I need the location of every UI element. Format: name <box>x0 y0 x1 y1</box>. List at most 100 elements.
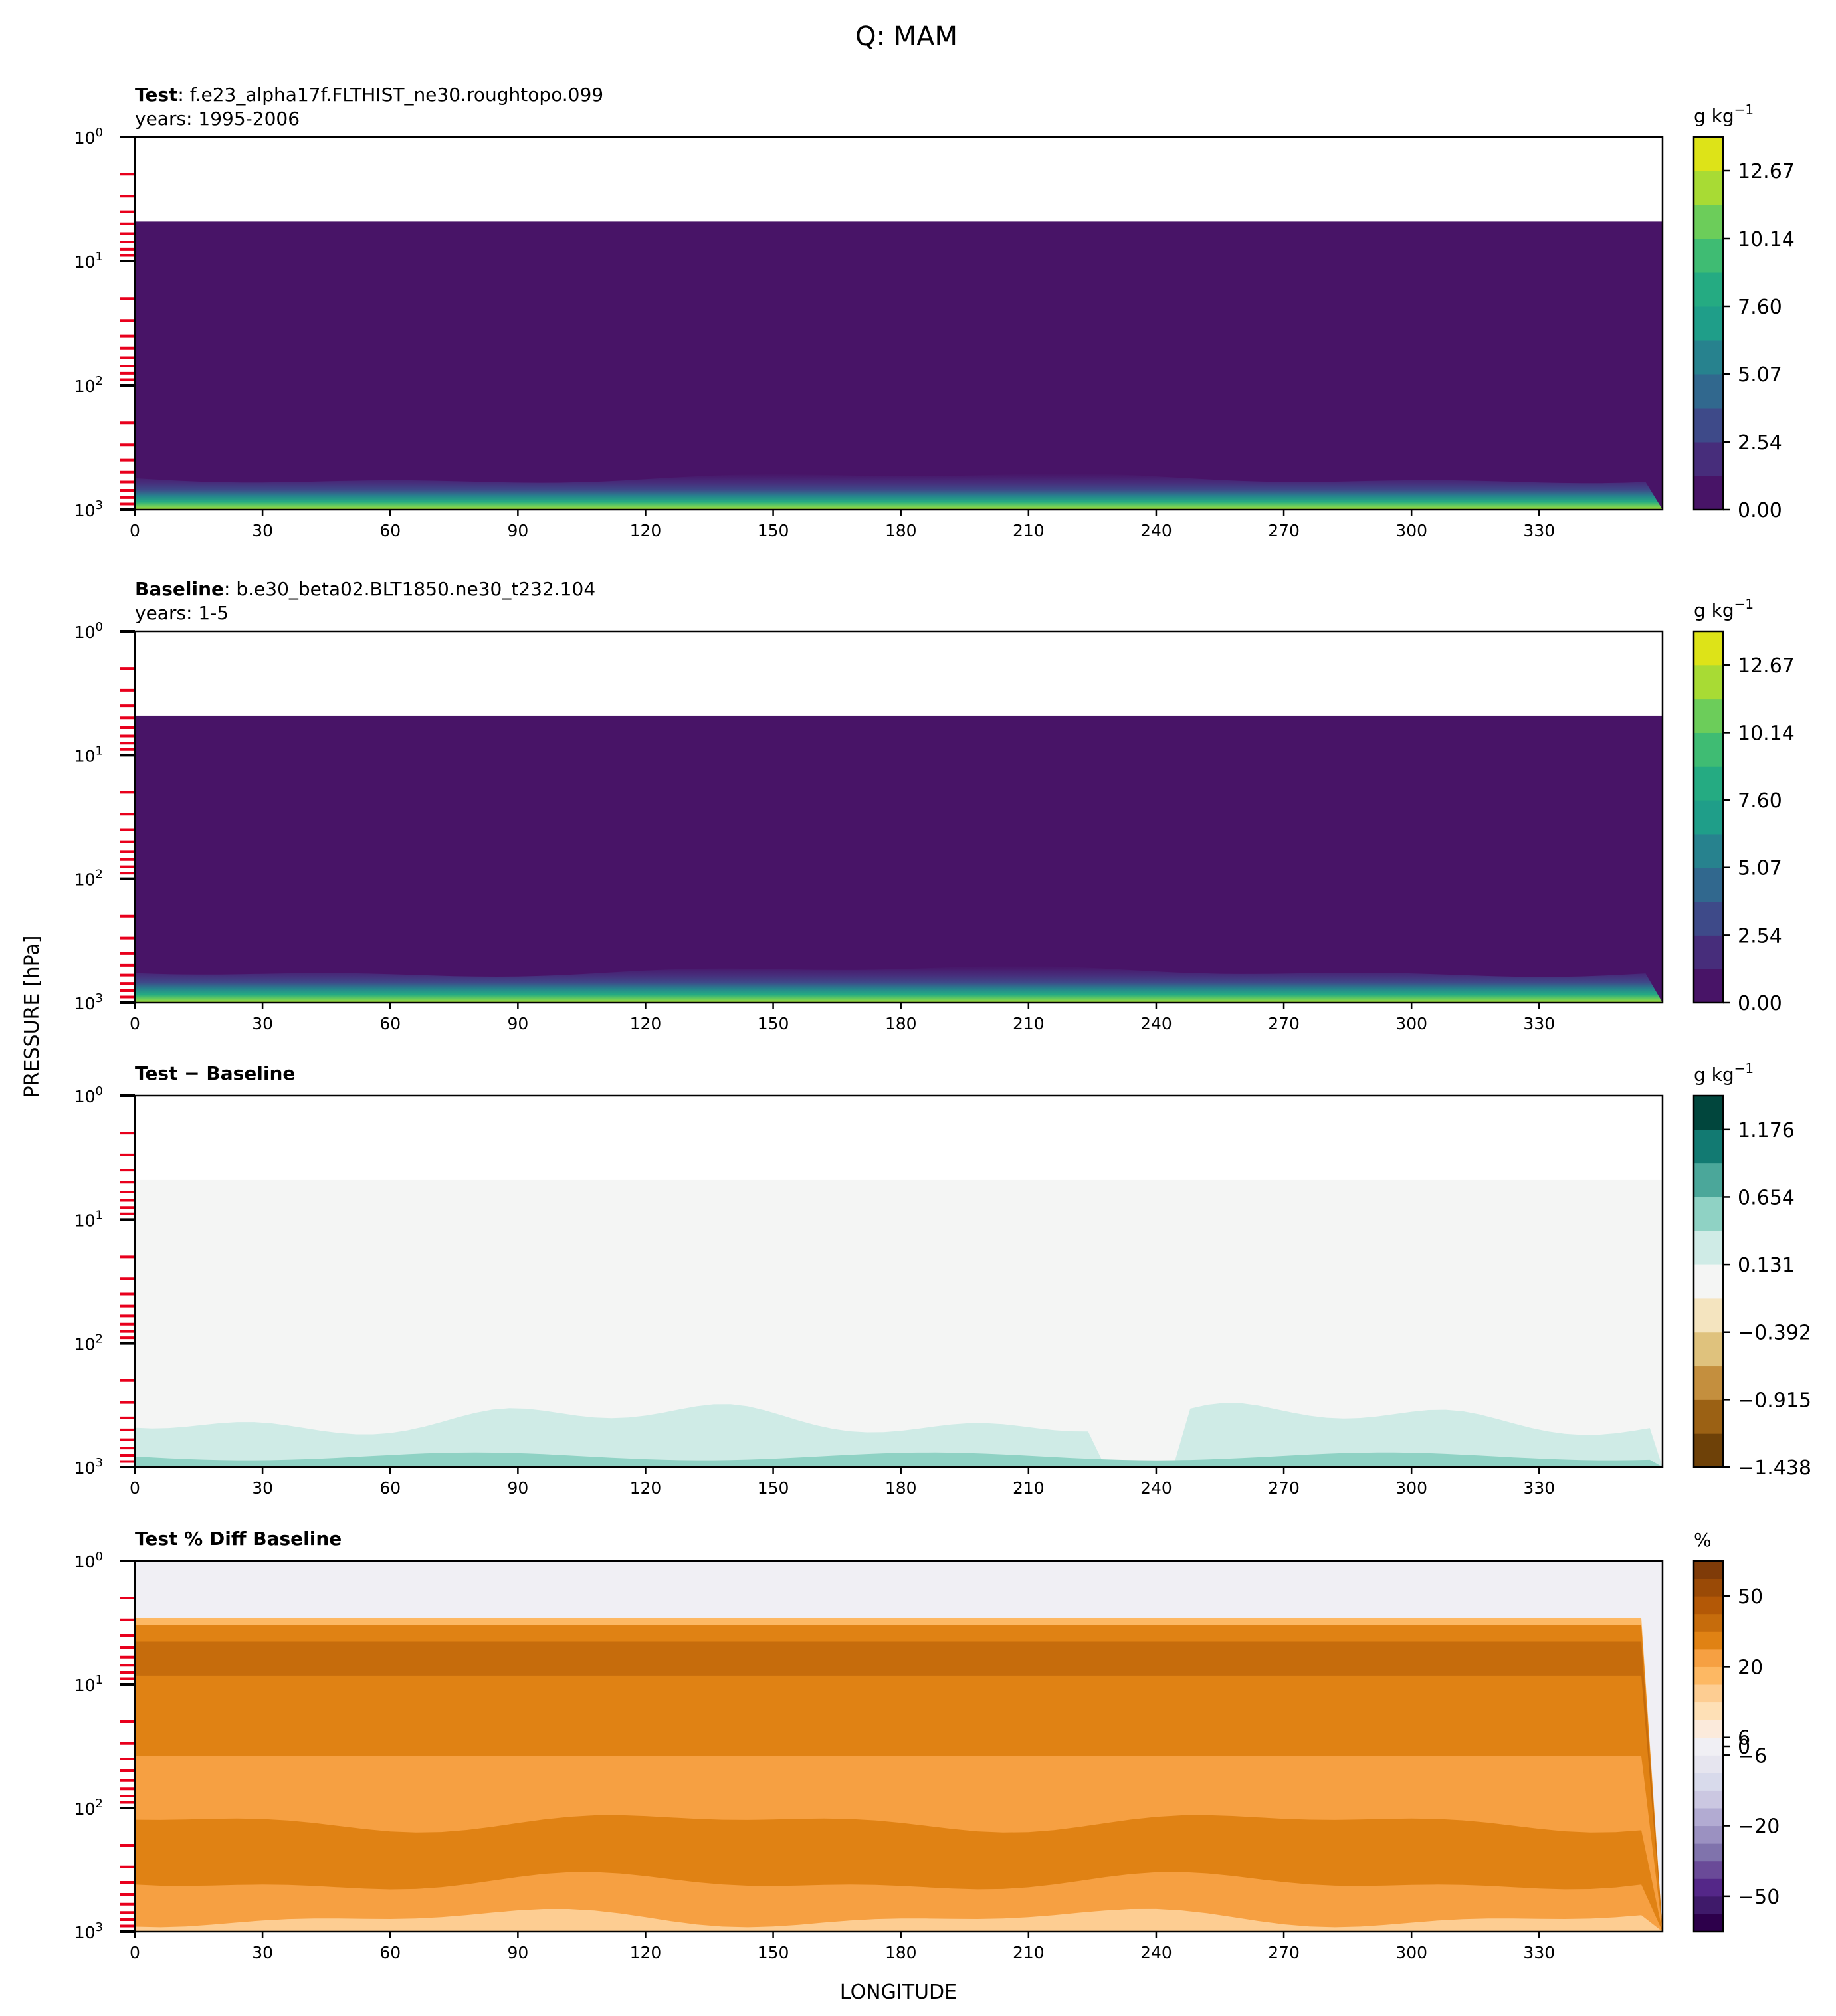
colorbar-segment <box>1694 1332 1723 1367</box>
y-tick-label: 102 <box>74 1332 103 1354</box>
colorbar-tick-label: 12.67 <box>1738 655 1795 678</box>
colorbar-tick-label: 10.14 <box>1738 228 1795 251</box>
panel-title: Baseline: b.e30_beta02.BLT1850.ne30_t232… <box>135 578 595 600</box>
colorbar-tick-label: 50 <box>1738 1585 1763 1609</box>
x-tick-label: 150 <box>758 1478 789 1498</box>
boundary-layer-fill <box>135 965 1663 1003</box>
colorbar-tick-label: −1.438 <box>1738 1457 1811 1480</box>
x-tick-label: 150 <box>758 521 789 540</box>
colorbar-tick-label: 7.60 <box>1738 789 1782 813</box>
x-tick-label: 90 <box>507 1943 528 1962</box>
y-tick-label: 100 <box>74 1550 103 1571</box>
y-tick-label: 100 <box>74 126 103 148</box>
colorbar-tick-label: 0.00 <box>1738 499 1782 522</box>
y-axis-label: PRESSURE [hPa] <box>21 936 44 1098</box>
colorbar-tick-label: 1.176 <box>1738 1119 1795 1142</box>
colorbar-segment <box>1694 1737 1723 1756</box>
x-tick-label: 210 <box>1013 1478 1045 1498</box>
strong-anomaly-fill <box>135 1452 1663 1467</box>
x-tick-label: 180 <box>885 521 917 540</box>
panel-test-minus-baseline: Test − Baseline 0 30 60 90 120 150 180 210 240 270… <box>74 1060 1811 1498</box>
panel-title-bold: Test − Baseline <box>135 1062 295 1084</box>
x-tick-label: 120 <box>630 521 662 540</box>
colorbar-tick-label: 0.131 <box>1738 1254 1795 1277</box>
panel-title-bold: Baseline <box>135 578 224 600</box>
colorbar-segment <box>1694 1129 1723 1164</box>
colorbar-frame <box>1692 136 1724 511</box>
colorbar-tick-label: 12.67 <box>1738 160 1795 183</box>
axes-frame <box>134 630 1664 1004</box>
x-tick-label: 90 <box>507 1014 528 1033</box>
x-tick-label: 60 <box>379 1014 401 1033</box>
colorbar-segment <box>1694 1613 1723 1632</box>
x-tick-label: 330 <box>1523 1014 1555 1033</box>
colorbar-segment <box>1694 766 1723 801</box>
panel-title: Test − Baseline <box>135 1062 295 1084</box>
colorbar-segment <box>1694 306 1723 341</box>
panel-test: Test: f.e23_alpha17f.FLTHIST_ne30.rought… <box>74 84 1795 540</box>
y-tick-label: 100 <box>74 1084 103 1106</box>
colorbar-segment <box>1694 239 1723 273</box>
colorbar-segment <box>1694 1096 1723 1130</box>
y-tick-label: 101 <box>74 250 103 272</box>
colorbar-tick-label: 7.60 <box>1738 296 1782 319</box>
colorbar-segment <box>1694 1755 1723 1773</box>
x-tick-label: 150 <box>758 1014 789 1033</box>
colorbar-tick-label: 2.54 <box>1738 924 1782 948</box>
x-tick-label: 210 <box>1013 1943 1045 1962</box>
colorbar-segment <box>1694 1578 1723 1597</box>
axes-frame <box>134 136 1664 511</box>
x-tick-label: 0 <box>130 1014 140 1033</box>
y-tick-label: 100 <box>74 620 103 642</box>
plot-area <box>135 631 1663 1003</box>
colorbar-segment <box>1694 1808 1723 1827</box>
colorbar-segment <box>1694 1365 1723 1400</box>
colorbar-segment <box>1694 800 1723 835</box>
colorbar-tick-label: −0.915 <box>1738 1389 1811 1412</box>
colorbar-tick-label: 0 <box>1738 1736 1750 1759</box>
x-tick-label: 270 <box>1268 1943 1300 1962</box>
colorbar-tick-label: 20 <box>1738 1656 1763 1679</box>
x-tick-label: 0 <box>130 521 140 540</box>
axes-frame <box>134 1094 1664 1468</box>
figure-title: Q: MAM <box>855 21 958 52</box>
colorbar-segment <box>1694 1631 1723 1650</box>
panel-title: Test % Diff Baseline <box>135 1528 342 1550</box>
x-tick-label: 30 <box>252 1014 273 1033</box>
colorbar-segment <box>1694 1231 1723 1265</box>
y-tick-label: 103 <box>74 1456 103 1478</box>
colorbar-segment <box>1694 1825 1723 1844</box>
x-tick-label: 60 <box>379 1943 401 1962</box>
colorbar-segment <box>1694 137 1723 171</box>
field-fill <box>135 221 1663 510</box>
x-tick-label: 30 <box>252 521 273 540</box>
colorbar-segment <box>1694 1163 1723 1197</box>
y-tick-label: 101 <box>74 744 103 765</box>
y-tick-label: 102 <box>74 1797 103 1819</box>
colorbar-segment <box>1694 867 1723 902</box>
y-tick-label: 101 <box>74 1673 103 1695</box>
colorbar-segment <box>1694 1772 1723 1791</box>
y-tick-label: 103 <box>74 991 103 1013</box>
colorbar-units: g kg−1 <box>1694 1060 1754 1086</box>
x-tick-label: 300 <box>1395 521 1427 540</box>
colorbar-units: % <box>1694 1529 1712 1551</box>
colorbar-frame <box>1692 630 1724 1004</box>
x-tick-label: 120 <box>630 1943 662 1962</box>
x-tick-label: 0 <box>130 1943 140 1962</box>
colorbar-segment <box>1694 969 1723 1003</box>
colorbar-tick-label: −20 <box>1738 1815 1780 1839</box>
x-tick-label: 90 <box>507 1478 528 1498</box>
colorbar-segment <box>1694 340 1723 375</box>
colorbar-segment <box>1694 1298 1723 1333</box>
x-tick-label: 30 <box>252 1478 273 1498</box>
colorbar-segment <box>1694 1433 1723 1468</box>
colorbar-segment <box>1694 1399 1723 1434</box>
colorbar-segment <box>1694 272 1723 307</box>
plot-area <box>135 1561 1663 1932</box>
colorbar-segment <box>1694 1666 1723 1685</box>
colorbar-segment <box>1694 1596 1723 1615</box>
colorbar-segment <box>1694 732 1723 767</box>
x-tick-label: 180 <box>885 1943 917 1962</box>
colorbar-segment <box>1694 171 1723 205</box>
